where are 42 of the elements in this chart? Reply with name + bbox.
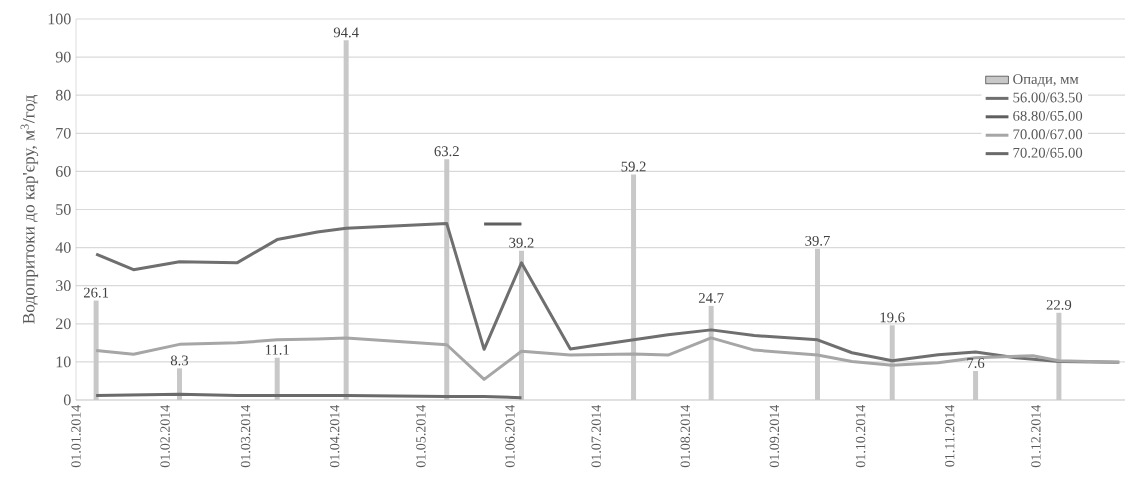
y-tick-label: 0 — [63, 394, 71, 406]
x-tick-label: 01.01.2014 — [71, 404, 81, 468]
y-tick-label: 40 — [55, 242, 71, 253]
legend-label: 70.00/67.00 — [1013, 129, 1083, 140]
x-tick-label: 01.08.2014 — [680, 404, 691, 468]
x-tick-label: 01.10.2014 — [855, 404, 866, 468]
x-tick-label: 01.05.2014 — [416, 404, 426, 468]
data-label: 7.6 — [967, 358, 985, 369]
legend-label: 56.00/63.50 — [1013, 92, 1083, 103]
data-label: 63.2 — [434, 146, 459, 157]
data-label: 59.2 — [621, 161, 646, 172]
data-label: 24.7 — [698, 293, 724, 303]
line-series — [94, 336, 1121, 381]
x-tick-label: 01.11.2014 — [944, 404, 955, 467]
data-label: 22.9 — [1046, 299, 1072, 310]
y-tick-label: 10 — [56, 356, 71, 368]
data-label: 39.2 — [509, 237, 534, 248]
x-tick-label: 01.07.2014 — [591, 404, 601, 468]
y-tick-label: 20 — [56, 318, 71, 330]
x-tick-label: 01.04.2014 — [329, 404, 340, 468]
data-label: 19.6 — [880, 312, 905, 323]
data-label: 39.7 — [805, 235, 830, 246]
legend-label: 68.80/65.00 — [1013, 110, 1083, 121]
data-label: 94.4 — [333, 27, 359, 38]
x-tick-label: 01.06.2014 — [505, 404, 515, 468]
y-tick-label: 50 — [56, 204, 71, 215]
x-tick-label: 01.12.2014 — [1031, 404, 1041, 468]
x-tick-label: 01.09.2014 — [769, 404, 780, 468]
x-tick-label: 01.03.2014 — [240, 404, 251, 468]
x-tick-label: 01.02.2014 — [160, 404, 170, 468]
y-axis-title: Водопритоки до кар'єру, м$^{3}$/год — [20, 95, 39, 324]
y-tick-label: 60 — [55, 165, 71, 177]
y-tick-label: 90 — [55, 51, 71, 63]
legend-label: Опади, мм — [1013, 74, 1079, 87]
y-tick-label: 70 — [56, 127, 71, 139]
y-tick-label: 80 — [55, 89, 71, 101]
y-tick-label: 30 — [56, 280, 71, 292]
legend-label: 70.20/65.00 — [1013, 147, 1083, 158]
data-label: 26.1 — [83, 287, 109, 298]
data-label: 8.3 — [170, 355, 189, 366]
data-label: 11.1 — [265, 344, 289, 355]
y-tick-label: 100 — [48, 13, 71, 25]
